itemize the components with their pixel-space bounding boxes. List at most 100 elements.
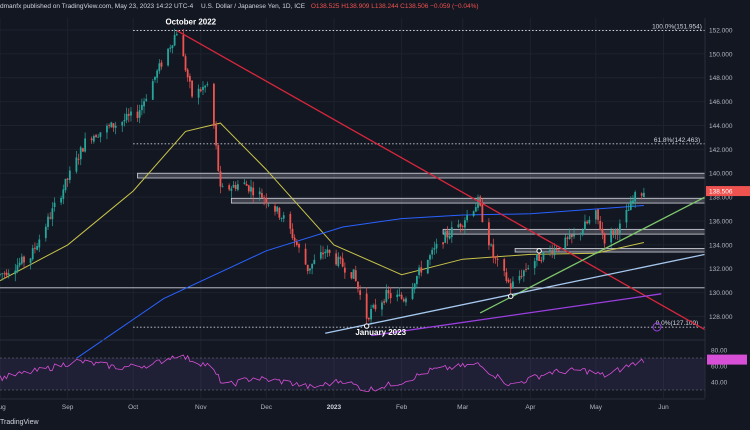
candle-body [490,244,492,246]
candle-up [92,134,95,144]
candle-body [64,178,67,191]
annotation-label: January 2023 [355,328,406,337]
candle-up [110,121,113,128]
candle-down [328,249,331,257]
candle-up [29,257,32,270]
candle-body [341,258,344,267]
candle-body [274,205,276,212]
candle-body [186,69,189,78]
candle-down [191,80,193,99]
candle-body [540,260,543,262]
candle-body [324,251,327,254]
candle-down [350,272,353,280]
candle-body [398,294,401,296]
candle-body [581,229,584,235]
candle-body [38,239,41,248]
candle-body [612,230,615,235]
candle-down [265,193,268,209]
candle-body [568,234,571,239]
candle-body [228,185,231,190]
price-tick-label: 152.000 [709,27,733,34]
candle-body [536,254,538,261]
candle-up [618,219,621,241]
candle-body [204,85,207,88]
candle-body [512,281,514,289]
candle-body [542,252,545,260]
candle-body [311,263,314,269]
candle-body [289,214,292,229]
candle-body [267,204,270,206]
candle-body [522,270,525,277]
candle-up [31,244,34,261]
candle-up [398,287,401,297]
candle-body [527,268,530,269]
candle-down [586,219,589,225]
candle-up [466,209,468,223]
candle-up [512,276,514,289]
candle-body [538,252,541,261]
time-tick-label: Aug [0,404,6,411]
candle-up [464,217,466,234]
candle-body [31,248,34,260]
candle-body [276,206,279,212]
candle-body [173,35,176,46]
candle-down [597,209,599,225]
candle-body [219,171,222,187]
candle-body [509,283,512,289]
candle-body [47,216,49,227]
candle-body [184,56,187,71]
grid [0,18,705,398]
candle-up [435,238,438,254]
candle-down [420,260,423,277]
candle-up [51,202,54,227]
candle-body [420,267,423,273]
candle-up [280,217,283,222]
tradingview-logo[interactable]: TradingView [0,416,39,430]
moving-averages [0,122,645,359]
candle-body [167,48,169,66]
candle-up [14,263,17,282]
time-tick-label: Mar [457,404,469,411]
candle-down [359,285,362,300]
candle-up [99,132,102,143]
candle-up [97,133,100,138]
candle-up [68,166,71,184]
candle-body [97,136,100,138]
candle-body [44,226,47,239]
price-tick-label: 128.000 [709,314,733,321]
candle-body [215,124,217,146]
candle-up [542,251,545,263]
candle-body [374,304,377,310]
candle-up [60,195,63,206]
candle-body [579,233,582,235]
candle-body [114,125,117,128]
candle-body [112,123,115,128]
candle-down [389,287,392,304]
candle-down [488,218,490,250]
trendline [370,293,662,337]
candle-body [258,191,261,195]
candle-body [359,290,362,295]
candle-up [169,44,172,53]
chart-header: dmanfx published on TradingView.com, May… [0,0,750,14]
candle-body [383,301,386,303]
candle-down [77,153,80,165]
time-tick-label: Feb [396,404,408,411]
candle-body [461,226,464,227]
candle-body [5,272,8,276]
candle-down [551,244,554,259]
candle-down [555,246,558,252]
candle-body [140,104,143,111]
candle-body [121,121,124,126]
candle-up [629,196,632,211]
candle-down [479,195,482,207]
candle-down [509,278,512,294]
candle-up [202,81,204,96]
price-tick-label: 150.000 [709,51,733,58]
candle-down [160,59,163,70]
candle-down [357,281,359,293]
candle-body [627,209,630,211]
candle-body [614,229,617,234]
candle-down [136,104,139,123]
